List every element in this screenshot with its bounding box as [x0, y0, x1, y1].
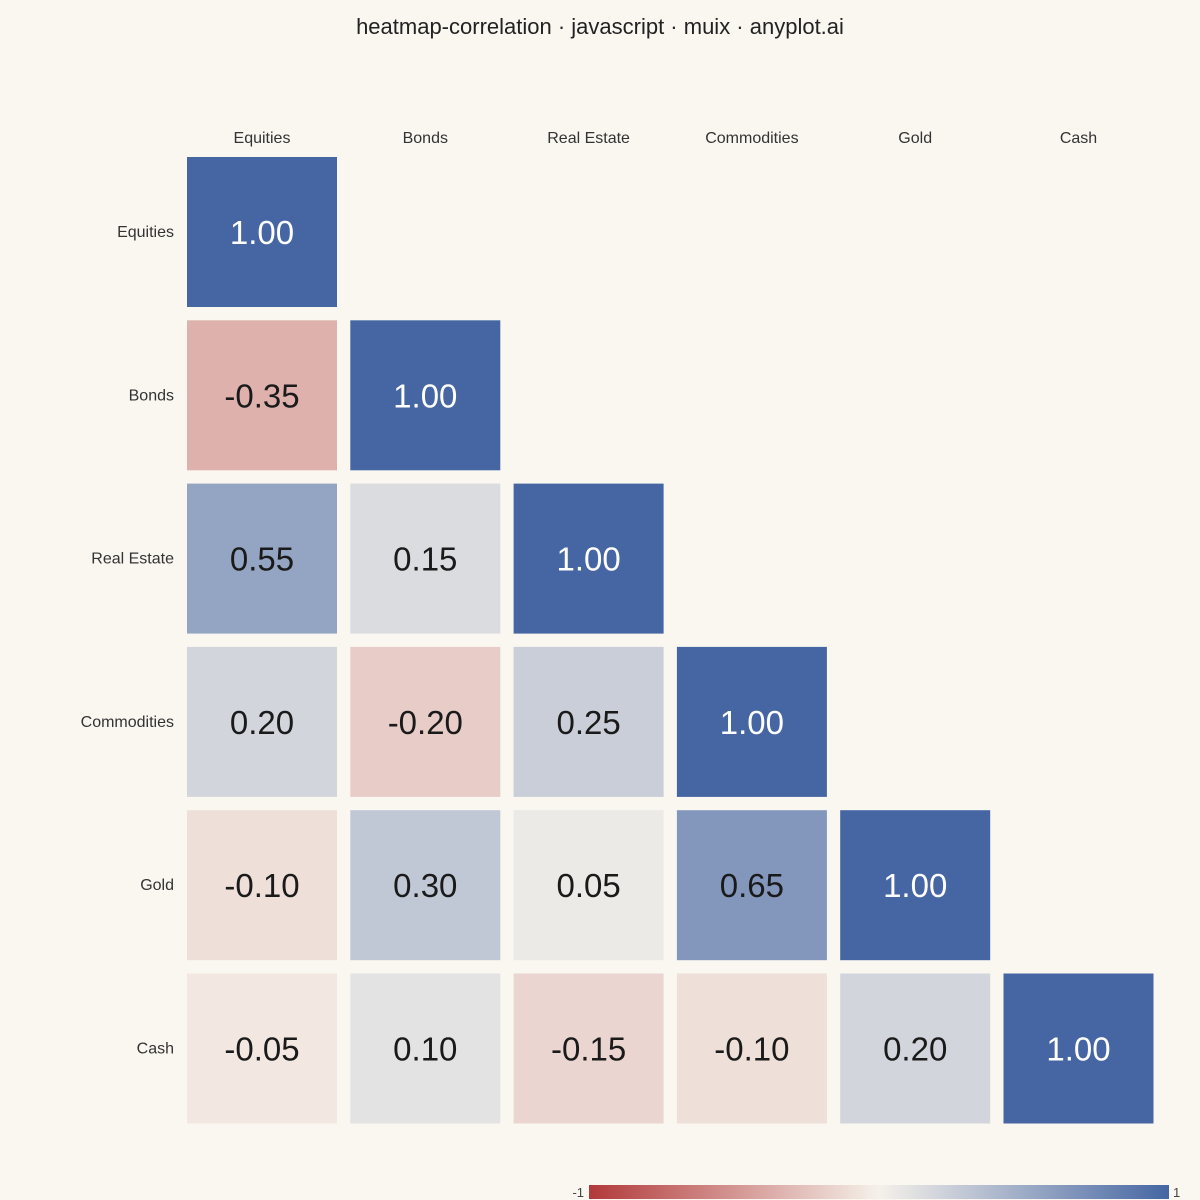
heatmap-cell-gold-gold: [840, 810, 991, 961]
cell-value-label: 1.00: [883, 867, 947, 904]
cell-value-label: 0.30: [393, 867, 457, 904]
row-label-commodities: Commodities: [81, 714, 174, 731]
heatmap-cell-bonds-equities: [187, 320, 337, 471]
cell-value-label: -0.10: [224, 867, 299, 904]
cell-value-label: 0.20: [883, 1031, 947, 1068]
heatmap-cell-real-estate-equities: [187, 483, 337, 634]
row-label-bonds: Bonds: [129, 387, 174, 404]
cell-value-label: 1.00: [230, 214, 294, 251]
column-label-real-estate: Real Estate: [547, 130, 630, 147]
column-label-commodities: Commodities: [705, 130, 798, 147]
cell-value-label: -0.20: [388, 704, 463, 741]
row-label-real-estate: Real Estate: [91, 551, 174, 568]
heatmap-cell-commodities-commodities: [676, 646, 827, 797]
cell-value-label: -0.05: [224, 1031, 299, 1068]
cell-value-label: 1.00: [556, 541, 620, 578]
color-scale-max-label: 1: [1173, 1185, 1180, 1200]
heatmap-cell-cash-real-estate: [513, 973, 664, 1124]
cell-value-label: 0.15: [393, 541, 457, 578]
cell-value-label: 1.00: [1046, 1031, 1110, 1068]
row-labels: Equities Bonds Real Estate Commodities Gold C…: [81, 224, 174, 1058]
heatmap-cell-gold-commodities: [676, 810, 827, 961]
cell-value-label: 1.00: [393, 377, 457, 414]
heatmap-cell-gold-equities: [187, 810, 337, 961]
heatmap-cell-commodities-bonds: [350, 646, 501, 797]
heatmap-cell-equities-equities: [187, 157, 337, 307]
color-scale-bar: [589, 1185, 1169, 1199]
cell-value-label: -0.10: [714, 1031, 789, 1068]
heatmap-cell-cash-gold: [840, 973, 991, 1124]
column-label-cash: Cash: [1060, 130, 1097, 147]
heatmap-cell-cash-bonds: [350, 973, 501, 1124]
row-label-equities: Equities: [117, 224, 174, 241]
cell-value-label: 0.55: [230, 541, 294, 578]
cell-value-label: 0.20: [230, 704, 294, 741]
column-label-equities: Equities: [234, 130, 291, 147]
column-labels: Equities Bonds Real Estate Commodities Gold C…: [234, 130, 1098, 147]
column-label-gold: Gold: [898, 130, 932, 147]
row-label-gold: Gold: [140, 877, 174, 894]
heatmap-cell-real-estate-real-estate: [513, 483, 664, 634]
cell-value-label: -0.35: [224, 377, 299, 414]
heatmap-cell-bonds-bonds: [350, 320, 501, 471]
heatmap-cell-commodities-real-estate: [513, 646, 664, 797]
chart-title: heatmap-correlation · javascript · muix …: [356, 14, 844, 39]
heatmap-cell-cash-commodities: [676, 973, 827, 1124]
color-scale-legend: -1 1: [572, 1185, 1180, 1200]
heatmap-cell-gold-bonds: [350, 810, 501, 961]
color-scale-min-label: -1: [572, 1185, 584, 1200]
cell-value-label: -0.15: [551, 1031, 626, 1068]
cell-value-label: 0.25: [556, 704, 620, 741]
heatmap-cell-gold-real-estate: [513, 810, 664, 961]
cell-value-label: 0.10: [393, 1031, 457, 1068]
cell-value-label: 0.65: [720, 867, 784, 904]
heatmap-cell-cash-cash: [1003, 973, 1154, 1124]
cell-value-label: 0.05: [556, 867, 620, 904]
row-label-cash: Cash: [137, 1041, 174, 1058]
column-label-bonds: Bonds: [403, 130, 448, 147]
heatmap-cell-cash-equities: [187, 973, 337, 1124]
heatmap-cell-commodities-equities: [187, 646, 337, 797]
cell-value-label: 1.00: [720, 704, 784, 741]
heatmap-cells: 1.00 -0.35 1.00 0.55 0.15 1.00 0.20 -0.20 0.25 1.…: [187, 157, 1154, 1124]
heatmap-cell-real-estate-bonds: [350, 483, 501, 634]
